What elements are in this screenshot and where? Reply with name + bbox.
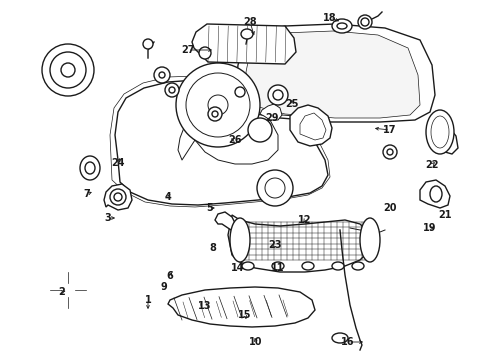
Polygon shape bbox=[192, 24, 296, 64]
Ellipse shape bbox=[426, 110, 454, 154]
Ellipse shape bbox=[165, 83, 179, 97]
Ellipse shape bbox=[332, 333, 348, 343]
Ellipse shape bbox=[80, 156, 100, 180]
Ellipse shape bbox=[85, 162, 95, 174]
Text: 19: 19 bbox=[423, 223, 437, 233]
Ellipse shape bbox=[186, 73, 250, 137]
Text: 6: 6 bbox=[167, 271, 173, 281]
Text: 1: 1 bbox=[145, 295, 151, 305]
Ellipse shape bbox=[212, 111, 218, 117]
Polygon shape bbox=[300, 113, 326, 140]
Text: 18: 18 bbox=[323, 13, 337, 23]
Text: 28: 28 bbox=[243, 17, 257, 27]
Ellipse shape bbox=[337, 23, 347, 29]
Ellipse shape bbox=[360, 218, 380, 262]
Ellipse shape bbox=[241, 29, 253, 39]
Polygon shape bbox=[228, 215, 372, 272]
Text: 9: 9 bbox=[161, 282, 168, 292]
Ellipse shape bbox=[42, 44, 94, 96]
Polygon shape bbox=[260, 104, 282, 120]
Ellipse shape bbox=[159, 72, 165, 78]
Polygon shape bbox=[420, 180, 450, 208]
Ellipse shape bbox=[230, 218, 250, 262]
Ellipse shape bbox=[352, 262, 364, 270]
Ellipse shape bbox=[430, 186, 442, 202]
Ellipse shape bbox=[265, 178, 285, 198]
Polygon shape bbox=[104, 184, 132, 210]
Text: 16: 16 bbox=[341, 337, 355, 347]
Ellipse shape bbox=[387, 149, 393, 155]
Ellipse shape bbox=[169, 87, 175, 93]
Ellipse shape bbox=[302, 262, 314, 270]
Ellipse shape bbox=[50, 52, 86, 88]
Ellipse shape bbox=[110, 189, 126, 205]
Text: 29: 29 bbox=[265, 113, 279, 123]
Text: 4: 4 bbox=[165, 192, 172, 202]
Polygon shape bbox=[115, 80, 328, 205]
Ellipse shape bbox=[273, 90, 283, 100]
Polygon shape bbox=[246, 31, 420, 118]
Polygon shape bbox=[432, 122, 458, 154]
Text: 23: 23 bbox=[268, 240, 282, 250]
Ellipse shape bbox=[242, 262, 254, 270]
Ellipse shape bbox=[176, 63, 260, 147]
Ellipse shape bbox=[208, 95, 228, 115]
Polygon shape bbox=[290, 105, 332, 146]
Ellipse shape bbox=[208, 107, 222, 121]
Text: 21: 21 bbox=[438, 210, 452, 220]
Text: 25: 25 bbox=[285, 99, 299, 109]
Text: 10: 10 bbox=[249, 337, 263, 347]
Text: 11: 11 bbox=[271, 263, 285, 273]
Ellipse shape bbox=[332, 19, 352, 33]
Text: 14: 14 bbox=[231, 263, 245, 273]
Ellipse shape bbox=[143, 39, 153, 49]
Text: 26: 26 bbox=[228, 135, 242, 145]
Ellipse shape bbox=[383, 145, 397, 159]
Text: 24: 24 bbox=[111, 158, 125, 168]
Ellipse shape bbox=[332, 262, 344, 270]
Ellipse shape bbox=[235, 87, 245, 97]
Ellipse shape bbox=[248, 118, 272, 142]
Ellipse shape bbox=[268, 85, 288, 105]
Text: 3: 3 bbox=[105, 213, 111, 223]
Text: 12: 12 bbox=[298, 215, 312, 225]
Ellipse shape bbox=[114, 193, 122, 201]
Ellipse shape bbox=[361, 18, 369, 26]
Ellipse shape bbox=[257, 170, 293, 206]
Ellipse shape bbox=[61, 63, 75, 77]
Text: 7: 7 bbox=[84, 189, 90, 199]
Text: 20: 20 bbox=[383, 203, 397, 213]
Text: 8: 8 bbox=[210, 243, 217, 253]
Ellipse shape bbox=[154, 67, 170, 83]
Ellipse shape bbox=[358, 15, 372, 29]
Polygon shape bbox=[168, 287, 315, 327]
Text: 13: 13 bbox=[198, 301, 212, 311]
Ellipse shape bbox=[272, 262, 284, 270]
Text: 2: 2 bbox=[59, 287, 65, 297]
Ellipse shape bbox=[199, 47, 211, 59]
Ellipse shape bbox=[431, 116, 449, 148]
Text: 22: 22 bbox=[425, 160, 439, 170]
Text: 5: 5 bbox=[207, 203, 213, 213]
Polygon shape bbox=[215, 212, 236, 232]
Text: 15: 15 bbox=[238, 310, 252, 320]
Text: 27: 27 bbox=[181, 45, 195, 55]
Text: 17: 17 bbox=[383, 125, 397, 135]
Polygon shape bbox=[234, 24, 435, 122]
